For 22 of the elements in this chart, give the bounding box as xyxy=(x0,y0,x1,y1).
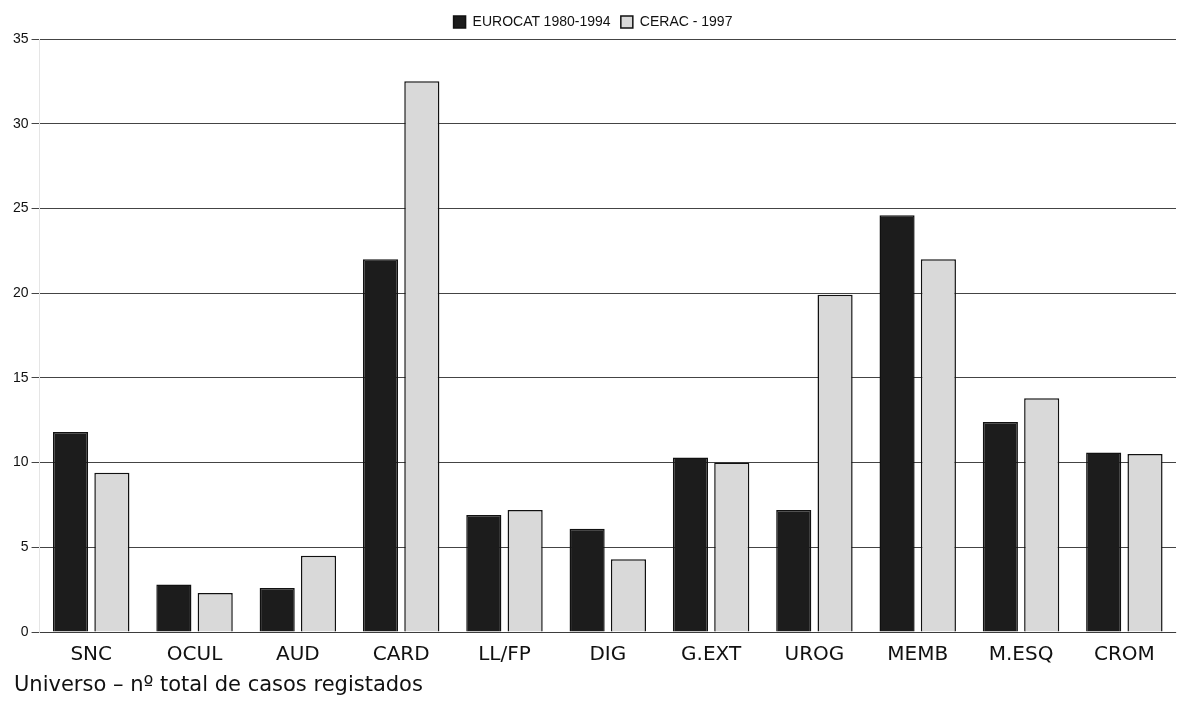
x-tick-label: MEMB xyxy=(887,641,949,666)
x-tick-label: OCUL xyxy=(166,641,224,666)
x-tick-label: G.EXT xyxy=(681,641,742,666)
y-tick-label: 0 xyxy=(20,622,29,639)
y-tick-label: 5 xyxy=(20,538,29,555)
y-tick-label: 25 xyxy=(12,199,29,216)
y-tick-label: 15 xyxy=(12,368,29,385)
x-tick-label: AUD xyxy=(275,641,320,666)
x-tick-label: M.ESQ xyxy=(988,641,1054,666)
y-tick-label: 20 xyxy=(12,284,29,300)
y-tick-label: 35 xyxy=(12,29,29,46)
y-tick-label: 30 xyxy=(12,114,29,131)
x-tick-label: LL/FP xyxy=(478,641,531,666)
x-tick-label: CARD xyxy=(372,641,430,666)
x-tick-label: SNC xyxy=(70,641,113,666)
text: Universo – nº total de casos registados xyxy=(14,672,423,696)
x-tick-label: DIG xyxy=(589,641,627,666)
x-tick-label: CROM xyxy=(1093,641,1155,666)
x-tick-label: UROG xyxy=(784,641,845,666)
legend-label: CERAC - 1997 xyxy=(639,12,733,29)
y-tick-label: 10 xyxy=(12,453,29,470)
legend-label: EUROCAT 1980-1994 xyxy=(472,12,611,29)
